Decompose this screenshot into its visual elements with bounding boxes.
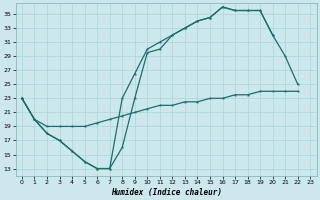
X-axis label: Humidex (Indice chaleur): Humidex (Indice chaleur) <box>111 188 221 197</box>
